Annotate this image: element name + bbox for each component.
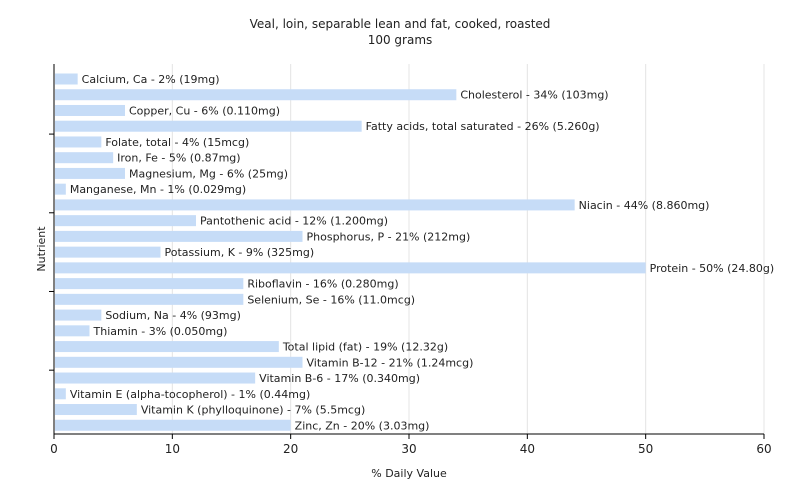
bar-label: Total lipid (fat) - 19% (12.32g) (282, 341, 448, 354)
bar (55, 73, 78, 85)
bar (55, 404, 137, 416)
x-tick-label: 50 (638, 442, 653, 456)
bar (55, 167, 125, 179)
bar (55, 120, 362, 132)
bar-label: Phosphorus, P - 21% (212mg) (307, 230, 471, 243)
bar (55, 356, 303, 368)
bar-label: Magnesium, Mg - 6% (25mg) (129, 167, 288, 180)
bar-label: Protein - 50% (24.80g) (650, 262, 775, 275)
chart-title-text: Veal, loin, separable lean and fat, cook… (249, 17, 551, 31)
bar-label: Niacin - 44% (8.860mg) (579, 199, 710, 212)
x-axis-title: % Daily Value (371, 467, 447, 480)
bar-label: Potassium, K - 9% (325mg) (165, 246, 315, 259)
x-tick-label: 30 (401, 442, 416, 456)
bar (55, 419, 291, 431)
bar-label: Vitamin B-6 - 17% (0.340mg) (259, 372, 420, 385)
bar-label: Calcium, Ca - 2% (19mg) (82, 73, 220, 86)
bar-label: Pantothenic acid - 12% (1.200mg) (200, 215, 388, 228)
bar (55, 246, 161, 258)
bar-label: Copper, Cu - 6% (0.110mg) (129, 104, 280, 117)
bar (55, 89, 457, 101)
x-tick-label: 10 (165, 442, 180, 456)
bar (55, 199, 575, 211)
bar-label: Manganese, Mn - 1% (0.029mg) (70, 183, 246, 196)
bar (55, 152, 114, 164)
bar (55, 104, 125, 116)
bar-label: Folate, total - 4% (15mcg) (105, 136, 249, 149)
bar (55, 388, 66, 400)
bar-label: Selenium, Se - 16% (11.0mcg) (247, 293, 415, 306)
bar (55, 278, 244, 290)
chart-title: Veal, loin, separable lean and fat, cook… (0, 16, 800, 48)
bar (55, 325, 90, 337)
bar (55, 262, 646, 274)
bar (55, 183, 66, 195)
bar-label: Vitamin B-12 - 21% (1.24mcg) (307, 356, 474, 369)
x-tick-label: 60 (756, 442, 771, 456)
x-tick-label: 40 (520, 442, 535, 456)
bar-label: Cholesterol - 34% (103mg) (460, 89, 608, 102)
bar (55, 309, 102, 321)
bar (55, 341, 279, 353)
bar (55, 372, 256, 384)
x-tick-label: 0 (50, 442, 58, 456)
x-tick-label: 20 (283, 442, 298, 456)
bar-label: Zinc, Zn - 20% (3.03mg) (295, 419, 430, 432)
bar-label: Vitamin E (alpha-tocopherol) - 1% (0.44m… (70, 388, 310, 401)
y-axis-title: Nutrient (35, 226, 48, 272)
bar-label: Sodium, Na - 4% (93mg) (105, 309, 241, 322)
bar (55, 230, 303, 242)
bar (55, 293, 244, 305)
bar-label: Fatty acids, total saturated - 26% (5.26… (366, 120, 600, 133)
bar-label: Iron, Fe - 5% (0.87mg) (117, 152, 240, 165)
bar-label: Thiamin - 3% (0.050mg) (93, 325, 228, 338)
chart-subtitle-text: 100 grams (367, 33, 433, 47)
bar-label: Riboflavin - 16% (0.280mg) (247, 278, 398, 291)
bar (55, 215, 196, 227)
bar-label: Vitamin K (phylloquinone) - 7% (5.5mcg) (141, 404, 365, 417)
bar (55, 136, 102, 148)
